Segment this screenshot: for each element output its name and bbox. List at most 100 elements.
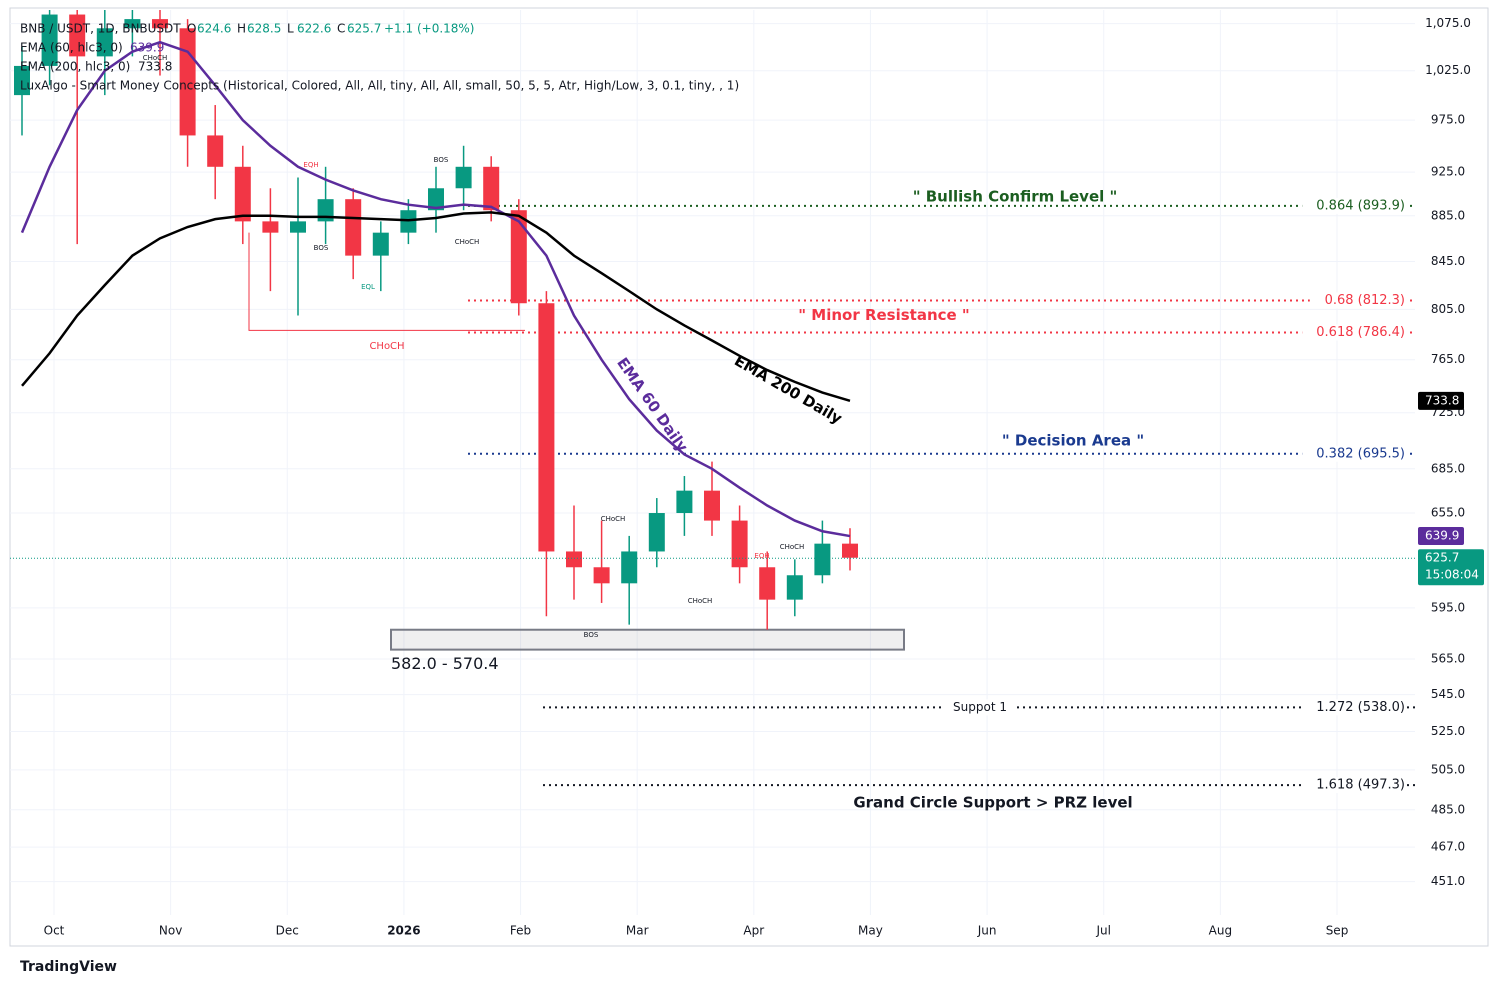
- candle-body: [455, 166, 472, 189]
- ohlc-key: C: [337, 22, 345, 36]
- smc-label: CHoCH: [688, 597, 713, 605]
- candle-body: [234, 166, 251, 222]
- x-tick-label: May: [858, 924, 883, 938]
- smc-label: CHoCH: [369, 341, 404, 352]
- study-name[interactable]: LuxAlgo - Smart Money Concepts (Historic…: [20, 79, 739, 93]
- candle-body: [207, 135, 224, 167]
- candle-body: [731, 520, 748, 568]
- x-tick-label: Dec: [276, 924, 299, 938]
- level-label: 1.272 (538.0): [1316, 700, 1405, 715]
- y-tick-label: 505.0: [1431, 762, 1465, 776]
- level-label-bg: [1309, 292, 1407, 309]
- y-tick-label: 595.0: [1431, 600, 1465, 614]
- smc-label: EQH: [303, 161, 318, 169]
- level-label: 0.864 (893.9): [1316, 198, 1405, 213]
- level-name-bg: [944, 699, 1016, 716]
- level-label-bg: [1302, 699, 1407, 716]
- candle-body: [538, 303, 555, 552]
- level-label: 0.68 (812.3): [1325, 293, 1405, 308]
- y-tick-label: 467.0: [1431, 840, 1465, 854]
- price-badge-label: 733.8: [1425, 393, 1459, 407]
- smc-label: CHoCH: [601, 515, 626, 523]
- candle-body: [345, 199, 362, 256]
- x-tick-label: Jun: [977, 924, 997, 938]
- x-tick-label: Nov: [159, 924, 182, 938]
- candle-body: [262, 221, 279, 233]
- y-tick-label: 565.0: [1431, 652, 1465, 666]
- candle-body: [621, 551, 638, 584]
- brand[interactable]: TradingView: [20, 959, 117, 975]
- symbol-title[interactable]: BNB / USDT, 1D, BNBUSDT: [20, 22, 181, 36]
- candle-body: [566, 551, 582, 568]
- support-zone: [390, 628, 905, 651]
- y-tick-label: 845.0: [1431, 254, 1465, 268]
- indicator-name[interactable]: EMA (60, hlc3, 0): [20, 41, 123, 55]
- level-label: 1.618 (497.3): [1316, 778, 1405, 793]
- price-change: +1.1 (+0.18%): [384, 22, 475, 36]
- zone-label: 582.0 - 570.4: [391, 654, 499, 673]
- indicator-value: 639.9: [130, 41, 164, 55]
- y-tick-label: 765.0: [1431, 352, 1465, 366]
- x-tick-label: Aug: [1209, 924, 1232, 938]
- level-name: " Minor Resistance ": [798, 306, 970, 324]
- y-tick-label: 805.0: [1431, 302, 1465, 316]
- candle-body: [842, 543, 858, 558]
- level-label-bg: [1302, 324, 1407, 341]
- level-label: 0.618 (786.4): [1316, 325, 1405, 340]
- plot-area: [10, 10, 1415, 915]
- price-badge: [1418, 549, 1484, 586]
- candle-body: [69, 14, 86, 57]
- price-badge-label: 639.9: [1425, 529, 1459, 543]
- y-tick-label: 975.0: [1431, 113, 1465, 127]
- price-badge: [1418, 527, 1464, 546]
- y-tick-label: 451.0: [1431, 874, 1465, 888]
- candle-body: [676, 490, 693, 514]
- ohlc-value: 625.7: [347, 22, 381, 36]
- y-tick-label: 1,075.0: [1425, 16, 1471, 30]
- candle-body: [704, 490, 720, 521]
- candle-body: [124, 19, 141, 29]
- ohlc-key: O: [187, 22, 196, 36]
- candle-body: [483, 166, 500, 211]
- smc-label: CHoCH: [780, 543, 805, 551]
- candle-body: [152, 19, 168, 29]
- y-tick-label: 925.0: [1431, 165, 1465, 179]
- y-tick-label: 655.0: [1431, 506, 1465, 520]
- x-tick-label: 2026: [387, 924, 420, 938]
- level-label: 0.382 (695.5): [1316, 446, 1405, 461]
- level-name: " Bullish Confirm Level ": [913, 187, 1118, 205]
- smc-label: CHoCH: [455, 238, 480, 246]
- candle-body: [814, 543, 831, 576]
- y-tick-label: 525.0: [1431, 724, 1465, 738]
- y-tick-label: 885.0: [1431, 208, 1465, 222]
- candle-body: [786, 575, 803, 600]
- indicator-name[interactable]: EMA (200, hlc3, 0): [20, 60, 130, 74]
- smc-label: BOS: [314, 244, 329, 252]
- smc-label: CHoCH: [143, 54, 168, 62]
- structure-line: [248, 232, 525, 331]
- x-tick-label: Jul: [1095, 924, 1110, 938]
- ohlc-value: 624.6: [197, 22, 231, 36]
- candle-body: [428, 188, 444, 211]
- candle-body: [510, 210, 527, 304]
- level-label-bg: [1302, 777, 1407, 794]
- x-tick-label: Feb: [510, 924, 531, 938]
- x-tick-label: Oct: [44, 924, 65, 938]
- y-tick-label: 485.0: [1431, 802, 1465, 816]
- y-tick-label: 545.0: [1431, 687, 1465, 701]
- level-label-bg: [1302, 197, 1407, 214]
- y-tick-label: 1,025.0: [1425, 63, 1471, 77]
- level-label-bg: [1302, 445, 1407, 462]
- price-badge-label: 625.7: [1425, 551, 1459, 565]
- indicator-value: 733.8: [138, 60, 172, 74]
- ohlc-value: 622.6: [297, 22, 331, 36]
- ema-line: [21, 211, 851, 403]
- candle-body: [593, 567, 610, 584]
- ohlc-key: L: [287, 22, 294, 36]
- x-tick-label: Sep: [1326, 924, 1349, 938]
- smc-label: EQH: [754, 552, 769, 560]
- level-name: Grand Circle Support > PRZ level: [853, 794, 1132, 812]
- smc-label: BOS: [434, 156, 449, 164]
